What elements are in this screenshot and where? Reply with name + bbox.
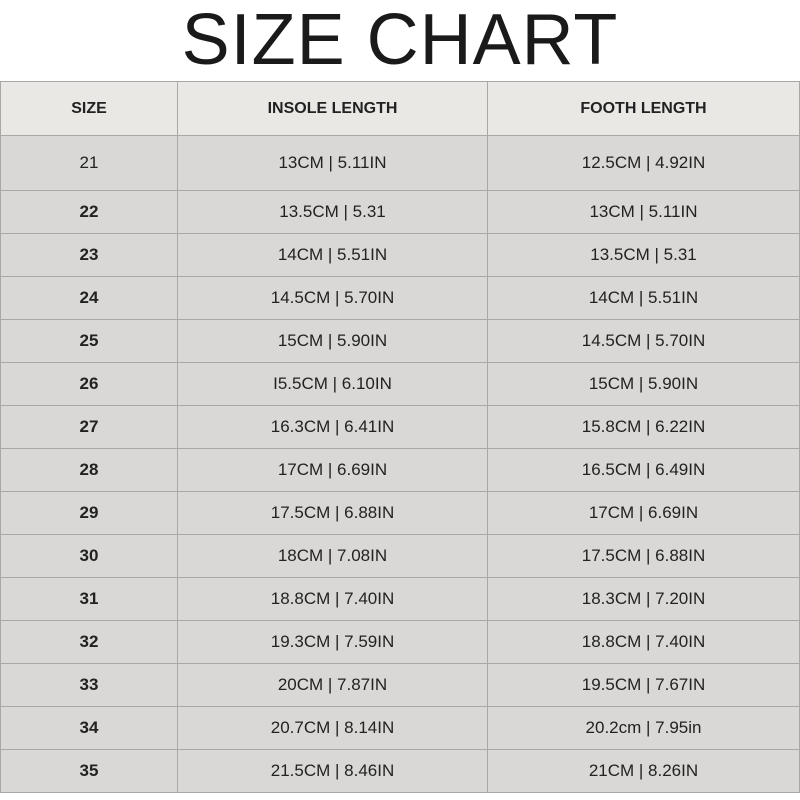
table-row: 24 14.5CM | 5.70IN 14CM | 5.51IN: [0, 276, 800, 320]
cell-foot-length: 17.5CM | 6.88IN: [487, 534, 800, 578]
table-row: 35 21.5CM | 8.46IN 21CM | 8.26IN: [0, 749, 800, 793]
cell-foot-length: 20.2cm | 7.95in: [487, 706, 800, 750]
cell-foot-length: 14.5CM | 5.70IN: [487, 319, 800, 363]
table-row: 31 18.8CM | 7.40IN 18.3CM | 7.20IN: [0, 577, 800, 621]
cell-insole-length: I5.5CM | 6.10IN: [177, 362, 488, 406]
cell-insole-length: 16.3CM | 6.41IN: [177, 405, 488, 449]
cell-size: 33: [0, 663, 178, 707]
table-row: 34 20.7CM | 8.14IN 20.2cm | 7.95in: [0, 706, 800, 750]
header-row: SIZE INSOLE LENGTH FOOTH LENGTH: [0, 81, 800, 136]
cell-size: 29: [0, 491, 178, 535]
cell-size: 31: [0, 577, 178, 621]
cell-insole-length: 21.5CM | 8.46IN: [177, 749, 488, 793]
cell-foot-length: 15.8CM | 6.22IN: [487, 405, 800, 449]
cell-foot-length: 21CM | 8.26IN: [487, 749, 800, 793]
cell-size: 35: [0, 749, 178, 793]
table-row: 25 15CM | 5.90IN 14.5CM | 5.70IN: [0, 319, 800, 363]
cell-foot-length: 13.5CM | 5.31: [487, 233, 800, 277]
cell-size: 26: [0, 362, 178, 406]
table-row: 30 18CM | 7.08IN 17.5CM | 6.88IN: [0, 534, 800, 578]
cell-insole-length: 14CM | 5.51IN: [177, 233, 488, 277]
table-row: 32 19.3CM | 7.59IN 18.8CM | 7.40IN: [0, 620, 800, 664]
cell-size: 32: [0, 620, 178, 664]
cell-foot-length: 15CM | 5.90IN: [487, 362, 800, 406]
cell-size: 28: [0, 448, 178, 492]
cell-foot-length: 18.8CM | 7.40IN: [487, 620, 800, 664]
cell-foot-length: 19.5CM | 7.67IN: [487, 663, 800, 707]
size-chart-table: SIZE INSOLE LENGTH FOOTH LENGTH 21 13CM |…: [0, 81, 800, 793]
table-row: 26 I5.5CM | 6.10IN 15CM | 5.90IN: [0, 362, 800, 406]
cell-insole-length: 18CM | 7.08IN: [177, 534, 488, 578]
table-row: 29 17.5CM | 6.88IN 17CM | 6.69IN: [0, 491, 800, 535]
table-row: 27 16.3CM | 6.41IN 15.8CM | 6.22IN: [0, 405, 800, 449]
cell-size: 24: [0, 276, 178, 320]
table-row: 28 17CM | 6.69IN 16.5CM | 6.49IN: [0, 448, 800, 492]
cell-size: 34: [0, 706, 178, 750]
cell-insole-length: 15CM | 5.90IN: [177, 319, 488, 363]
cell-size: 21: [0, 135, 178, 191]
cell-insole-length: 18.8CM | 7.40IN: [177, 577, 488, 621]
page-title: SIZE CHART: [181, 0, 619, 80]
cell-insole-length: 19.3CM | 7.59IN: [177, 620, 488, 664]
table-row: 22 13.5CM | 5.31 13CM | 5.11IN: [0, 190, 800, 234]
cell-foot-length: 18.3CM | 7.20IN: [487, 577, 800, 621]
cell-insole-length: 20.7CM | 8.14IN: [177, 706, 488, 750]
table-row: 33 20CM | 7.87IN 19.5CM | 7.67IN: [0, 663, 800, 707]
table-row: 21 13CM | 5.11IN 12.5CM | 4.92IN: [0, 135, 800, 191]
cell-insole-length: 13.5CM | 5.31: [177, 190, 488, 234]
cell-size: 27: [0, 405, 178, 449]
cell-size: 30: [0, 534, 178, 578]
header-insole-length: INSOLE LENGTH: [177, 81, 488, 136]
cell-size: 22: [0, 190, 178, 234]
cell-size: 23: [0, 233, 178, 277]
header-size: SIZE: [0, 81, 178, 136]
cell-foot-length: 16.5CM | 6.49IN: [487, 448, 800, 492]
cell-foot-length: 12.5CM | 4.92IN: [487, 135, 800, 191]
cell-foot-length: 17CM | 6.69IN: [487, 491, 800, 535]
cell-insole-length: 20CM | 7.87IN: [177, 663, 488, 707]
table-row: 23 14CM | 5.51IN 13.5CM | 5.31: [0, 233, 800, 277]
cell-insole-length: 14.5CM | 5.70IN: [177, 276, 488, 320]
table-body: 21 13CM | 5.11IN 12.5CM | 4.92IN 22 13.5CM |…: [0, 135, 800, 793]
cell-insole-length: 17.5CM | 6.88IN: [177, 491, 488, 535]
header-foot-length: FOOTH LENGTH: [487, 81, 800, 136]
cell-size: 25: [0, 319, 178, 363]
cell-insole-length: 17CM | 6.69IN: [177, 448, 488, 492]
cell-insole-length: 13CM | 5.11IN: [177, 135, 488, 191]
cell-foot-length: 14CM | 5.51IN: [487, 276, 800, 320]
cell-foot-length: 13CM | 5.11IN: [487, 190, 800, 234]
